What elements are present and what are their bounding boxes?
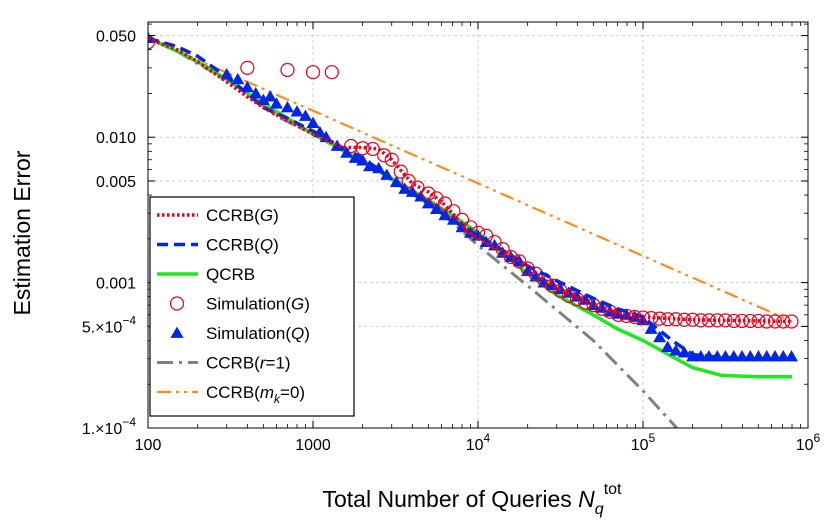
data-point [256,93,270,105]
plot-area [148,31,799,428]
data-point [384,152,399,167]
data-point [529,270,543,282]
legend-label: CCRB(mk=0) [206,383,305,406]
data-point [280,62,295,78]
data-point [545,278,560,293]
data-point [240,60,255,75]
tick-labels: 100 1000 104 105 106 0.050 0.010 0.005 0.001 5.×1… [82,29,821,454]
data-point [324,65,339,80]
data-point [710,350,724,362]
data-point [437,196,452,211]
data-point [653,330,667,343]
data-point [701,313,717,328]
data-point [362,159,376,172]
data-point [348,151,362,163]
y-axis-label: Estimation Error [9,150,35,315]
data-point [410,180,425,195]
data-point [305,65,321,80]
legend-label: Simulation(Q) [206,324,310,343]
legend-marker [170,326,184,338]
legend-label: CCRB(Q) [206,236,279,255]
data-point [231,72,245,85]
data-point [694,350,708,362]
x-axis-label: Total Number of Queries Nqtot [323,481,623,518]
legend-label: CCRB(G) [206,206,279,225]
data-point [298,109,312,121]
data-point [421,186,436,201]
series-line-ccrb-m-k-0 [148,37,793,323]
data-point [372,161,386,174]
x-tick-label: 106 [796,431,821,454]
x-tick-label: 104 [466,431,491,454]
y-tick-label: 0.001 [96,276,136,293]
y-tick-label: 0.050 [96,29,136,46]
series-line-ccrb-q [148,36,792,361]
series-layer [148,31,799,428]
y-tick-label: 0.010 [96,130,136,147]
data-point [677,346,691,358]
data-point [249,86,263,99]
data-point [269,97,283,109]
y-tick-label: 0.005 [96,174,136,191]
legend: CCRB(G) CCRB(Q) QCRB Simulation(G) Simulatio… [149,196,355,417]
legend-marker [169,296,185,311]
data-point [429,191,444,206]
data-point [263,90,277,102]
data-point [393,164,408,179]
data-point [669,344,683,356]
data-point [578,293,592,305]
data-point [512,254,527,269]
x-tick-label: 100 [135,437,162,454]
data-point [306,116,320,128]
data-point [677,312,692,327]
data-point [784,350,798,362]
data-point [561,288,576,304]
data-point [644,322,658,334]
data-point [619,308,633,320]
legend-label: QCRB [206,265,255,284]
data-point [446,204,461,219]
x-tick-label: 105 [631,431,656,454]
data-point [619,308,634,324]
data-point [377,148,392,163]
data-point [521,264,535,276]
y-tick-label: 5.×10−4 [82,313,136,336]
x-tick-label: 1000 [295,437,331,454]
legend-label: CCRB(r=1) [206,354,291,373]
data-point [503,249,518,265]
data-point [148,35,156,50]
y-tick-label: 1.×10−4 [82,415,136,438]
data-point [340,146,354,158]
legend-box [149,196,355,417]
legend-label: Simulation(G) [206,295,310,314]
series-line-ccrb-g [148,36,793,324]
data-point [661,340,675,352]
data-point [280,101,294,113]
data-point [290,105,304,117]
